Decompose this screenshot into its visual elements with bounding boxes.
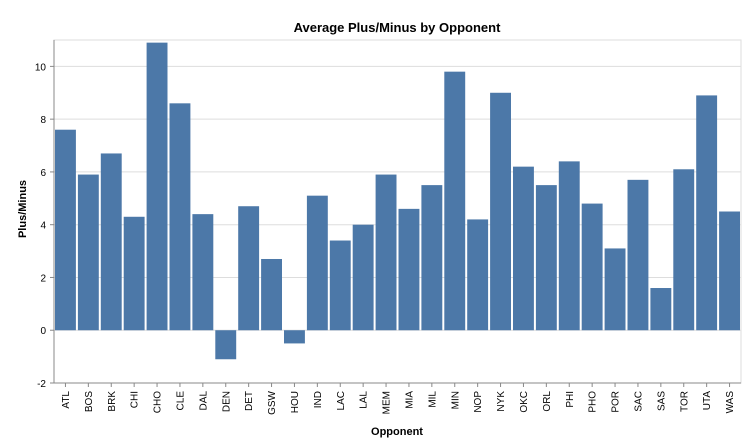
x-tick-label: MEM xyxy=(382,391,393,414)
bar-por xyxy=(604,248,626,331)
x-tick-label: SAC xyxy=(633,391,644,412)
x-tick-label: UTA xyxy=(702,391,713,411)
bar-min xyxy=(444,71,466,331)
x-tick-label: HOU xyxy=(290,391,301,413)
x-tick-label: LAL xyxy=(359,391,370,409)
bar-mem xyxy=(375,174,397,331)
bar-nyk xyxy=(490,92,511,331)
x-tick-label: MIL xyxy=(427,391,438,408)
bar-det xyxy=(238,206,260,331)
bar-brk xyxy=(100,153,122,331)
x-tick-label: IND xyxy=(313,391,324,408)
bar-was xyxy=(719,211,740,331)
x-tick-label: ATL xyxy=(61,391,72,409)
bar-mil xyxy=(421,185,443,331)
x-tick-label: GSW xyxy=(267,390,278,414)
x-tick-label: PHO xyxy=(588,391,599,413)
bar-orl xyxy=(535,185,557,331)
bar-chi xyxy=(123,216,145,331)
x-tick-label: PHI xyxy=(565,391,576,408)
x-tick-label: SAS xyxy=(656,391,667,411)
x-axis-title: Opponent xyxy=(371,426,423,438)
bars xyxy=(55,42,740,360)
x-tick-label: NYK xyxy=(496,391,507,412)
x-tick-label: DAL xyxy=(198,391,209,411)
bar-nop xyxy=(467,219,489,331)
x-tick-label: NOP xyxy=(473,391,484,413)
bar-cle xyxy=(169,103,191,331)
bar-cho xyxy=(146,42,168,331)
bar-mia xyxy=(398,208,420,331)
axes xyxy=(50,40,741,387)
y-axis-title: Plus/Minus xyxy=(17,180,29,238)
y-tick-label: 4 xyxy=(40,221,46,232)
x-tick-label: ORL xyxy=(542,391,553,412)
y-tick-label: 10 xyxy=(35,62,47,73)
bar-ind xyxy=(306,195,328,331)
x-tick-label: CLE xyxy=(175,391,186,411)
x-tick-label: TOR xyxy=(679,391,690,412)
bar-lal xyxy=(352,224,374,331)
x-tick-label: OKC xyxy=(519,391,530,413)
bar-hou xyxy=(284,330,305,344)
bar-sas xyxy=(650,288,672,331)
y-tick-label: 2 xyxy=(40,273,46,284)
bar-den xyxy=(215,330,237,360)
y-tick-label: 6 xyxy=(40,168,46,179)
bar-sac xyxy=(627,179,649,331)
bar-pho xyxy=(581,203,603,331)
bar-dal xyxy=(192,214,214,331)
x-tick-label: CHO xyxy=(153,391,164,413)
y-tick-label: 8 xyxy=(40,115,46,126)
x-tick-label: POR xyxy=(611,391,622,413)
x-tick-label: LAC xyxy=(336,391,347,410)
x-tick-label: BRK xyxy=(107,391,118,412)
y-tick-label: -2 xyxy=(37,379,46,390)
x-tick-label: WAS xyxy=(725,391,736,414)
x-tick-label: DET xyxy=(244,391,255,411)
bar-gsw xyxy=(261,258,282,331)
chart-title: Average Plus/Minus by Opponent xyxy=(294,20,501,35)
bar-lac xyxy=(329,240,351,331)
x-tick-label: MIA xyxy=(404,391,415,409)
x-tick-label: BOS xyxy=(84,391,95,412)
bar-uta xyxy=(696,95,718,331)
tick-labels: -2 0 2 4 6 8 10 ATL BOS BRK CHI CHO CLE DAL DEN DET GSW H… xyxy=(35,62,736,415)
bar-atl xyxy=(55,129,76,331)
bar-okc xyxy=(513,166,534,331)
x-tick-label: DEN xyxy=(221,391,232,412)
x-tick-label: CHI xyxy=(130,391,141,408)
bar-phi xyxy=(558,161,580,331)
y-tick-label: 0 xyxy=(40,326,46,337)
bar-bos xyxy=(77,174,99,331)
bar-tor xyxy=(673,169,695,331)
x-tick-label: MIN xyxy=(450,391,461,409)
